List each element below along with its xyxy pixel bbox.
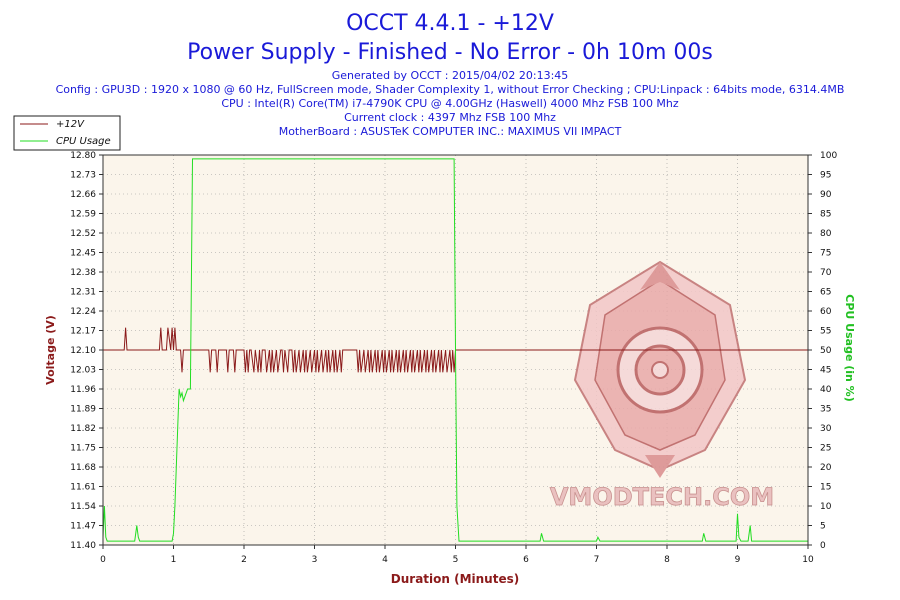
y-tick-label: 11.96	[70, 385, 96, 395]
series-line-voltage	[103, 327, 808, 373]
y-tick-label: 11.68	[70, 463, 96, 473]
legend-box	[13, 115, 121, 151]
y-tick-label: 12.38	[70, 268, 96, 278]
y2-tick-label: 75	[820, 249, 831, 259]
x-axis-title: Duration (Minutes)	[391, 572, 519, 586]
y-tick-label: 11.40	[70, 541, 96, 551]
y-tick-label: 12.17	[70, 327, 96, 337]
x-tick-label: 3	[312, 555, 318, 565]
y-tick-label: 11.61	[70, 483, 96, 493]
y-tick-label: 11.47	[70, 522, 96, 532]
y-tick-label: 11.89	[70, 405, 96, 415]
x-tick-label: 8	[664, 555, 670, 565]
y2-tick-label: 85	[820, 210, 831, 220]
motherboard-info: MotherBoard : ASUSTeK COMPUTER INC.: MAX…	[279, 125, 622, 138]
y2-tick-label: 70	[820, 268, 832, 278]
y2-tick-label: 40	[820, 385, 832, 395]
x-tick-label: 1	[171, 555, 177, 565]
y-tick-label: 12.66	[70, 190, 96, 200]
generated-info: Generated by OCCT : 2015/04/02 20:13:45	[332, 69, 569, 82]
x-tick-label: 7	[594, 555, 600, 565]
watermark-text: VMODTECH.COM	[550, 483, 774, 511]
y2-tick-label: 50	[820, 346, 832, 356]
y-tick-label: 12.10	[70, 346, 96, 356]
watermark: VMODTECH.COM	[549, 260, 775, 511]
y2-tick-label: 25	[820, 444, 831, 454]
series-layer	[102, 158, 808, 542]
watermark-logo	[573, 260, 747, 478]
y-tick-label: 12.03	[70, 366, 96, 376]
x-tick-label: 2	[241, 555, 247, 565]
y-tick-label: 11.54	[70, 502, 96, 512]
y2-tick-label: 15	[820, 483, 831, 493]
y-tick-label: 11.75	[70, 444, 96, 454]
y2-tick-label: 10	[820, 502, 832, 512]
y2-tick-label: 95	[820, 171, 831, 181]
y-tick-label: 12.80	[70, 151, 96, 161]
y2-tick-label: 45	[820, 366, 831, 376]
x-tick-label: 0	[100, 555, 106, 565]
y2-tick-label: 65	[820, 288, 831, 298]
y-tick-label: 12.45	[70, 249, 96, 259]
chart-subtitle: Power Supply - Finished - No Error - 0h …	[187, 40, 713, 65]
y-tick-label: 12.52	[70, 229, 96, 239]
y-axis-title: Voltage (V)	[44, 315, 57, 385]
legend-label-voltage: +12V	[56, 119, 85, 130]
y2-tick-label: 100	[820, 151, 837, 161]
config-info: Config : GPU3D : 1920 x 1080 @ 60 Hz, Fu…	[56, 83, 845, 96]
x-tick-label: 4	[382, 555, 388, 565]
y-tick-label: 12.31	[70, 288, 96, 298]
y-tick-label: 12.59	[70, 210, 96, 220]
series-line-cpu-usage	[102, 158, 808, 542]
cpu-info: CPU : Intel(R) Core(TM) i7-4790K CPU @ 4…	[221, 97, 679, 110]
y2-axis-title: CPU Usage (in %)	[843, 294, 856, 401]
y2-tick-label: 90	[820, 190, 832, 200]
legend-label-cpu: CPU Usage	[56, 136, 111, 147]
legend: +12V CPU Usage	[13, 115, 121, 151]
chart-title: OCCT 4.4.1 - +12V	[346, 11, 554, 36]
y-tick-label: 12.24	[70, 307, 96, 317]
y2-tick-label: 20	[820, 463, 832, 473]
clock-info: Current clock : 4397 Mhz FSB 100 Mhz	[344, 111, 556, 124]
y2-tick-label: 30	[820, 424, 832, 434]
y2-tick-label: 60	[820, 307, 832, 317]
y2-tick-label: 35	[820, 405, 831, 415]
y2-tick-label: 5	[820, 522, 826, 532]
x-tick-label: 6	[523, 555, 529, 565]
y-tick-label: 11.82	[70, 424, 96, 434]
x-tick-label: 5	[453, 555, 459, 565]
x-tick-label: 9	[735, 555, 741, 565]
y2-tick-label: 0	[820, 541, 826, 551]
x-tick-label: 10	[802, 555, 814, 565]
y2-tick-label: 80	[820, 229, 832, 239]
axis-ticks: 11.40 11.47 11.54 11.61 11.68 11.75 11.82 11.89…	[70, 151, 837, 565]
y-tick-label: 12.73	[70, 171, 96, 181]
y2-tick-label: 55	[820, 327, 831, 337]
